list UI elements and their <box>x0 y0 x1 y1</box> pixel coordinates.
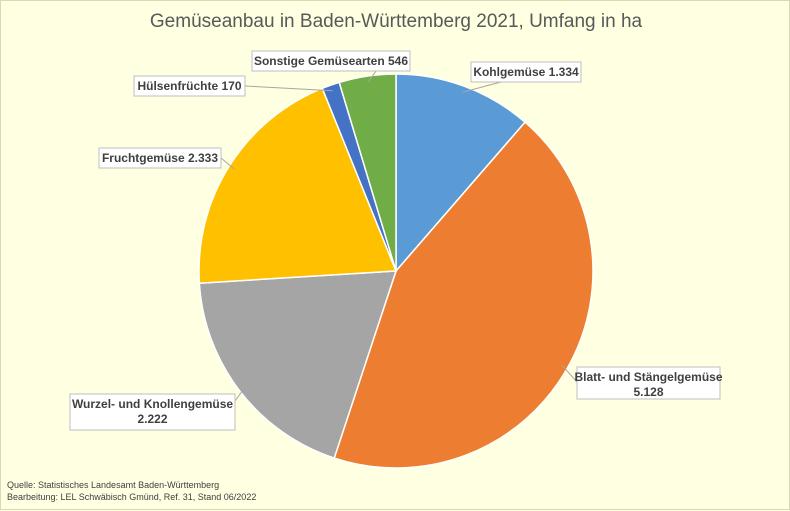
source-line: Quelle: Statistisches Landesamt Baden-Wü… <box>7 480 220 490</box>
data-label-box <box>98 147 222 169</box>
data-label-box <box>69 393 236 431</box>
source-note: Quelle: Statistisches Landesamt Baden-Wü… <box>7 479 256 503</box>
pie-slice <box>395 73 527 274</box>
pie-slice <box>338 73 397 272</box>
pie-slice <box>333 121 594 469</box>
data-label: Kohlgemüse 1.334 <box>473 65 579 79</box>
data-label-box <box>470 61 582 83</box>
editor-line: Bearbeitung: LEL Schwäbisch Gmünd, Ref. … <box>7 492 257 502</box>
data-label: Fruchtgemüse 2.333 <box>102 151 218 165</box>
data-label-box <box>576 366 721 400</box>
leader-line <box>244 85 333 92</box>
leader-line <box>561 364 578 383</box>
data-label: Hülsenfrüchte 170 <box>137 79 241 93</box>
data-label-box <box>133 75 246 97</box>
data-label-value: 2.222 <box>137 412 167 426</box>
data-label-name: Blatt- und Stängelgemüse <box>574 370 722 384</box>
data-label: Sonstige Gemüsearten 546 <box>254 54 408 68</box>
pie-slice <box>198 270 398 460</box>
leader-line <box>220 157 235 170</box>
data-label-name: Wurzel- und Knollengemüse <box>72 397 233 411</box>
leader-line <box>367 70 377 83</box>
chart-title: Gemüseanbau in Baden-Württemberg 2021, U… <box>149 11 643 32</box>
leader-line <box>234 387 246 402</box>
pie-slice <box>198 87 398 284</box>
data-label-box <box>251 50 411 72</box>
leader-line <box>462 81 502 93</box>
data-label-value: 5.128 <box>633 385 663 399</box>
